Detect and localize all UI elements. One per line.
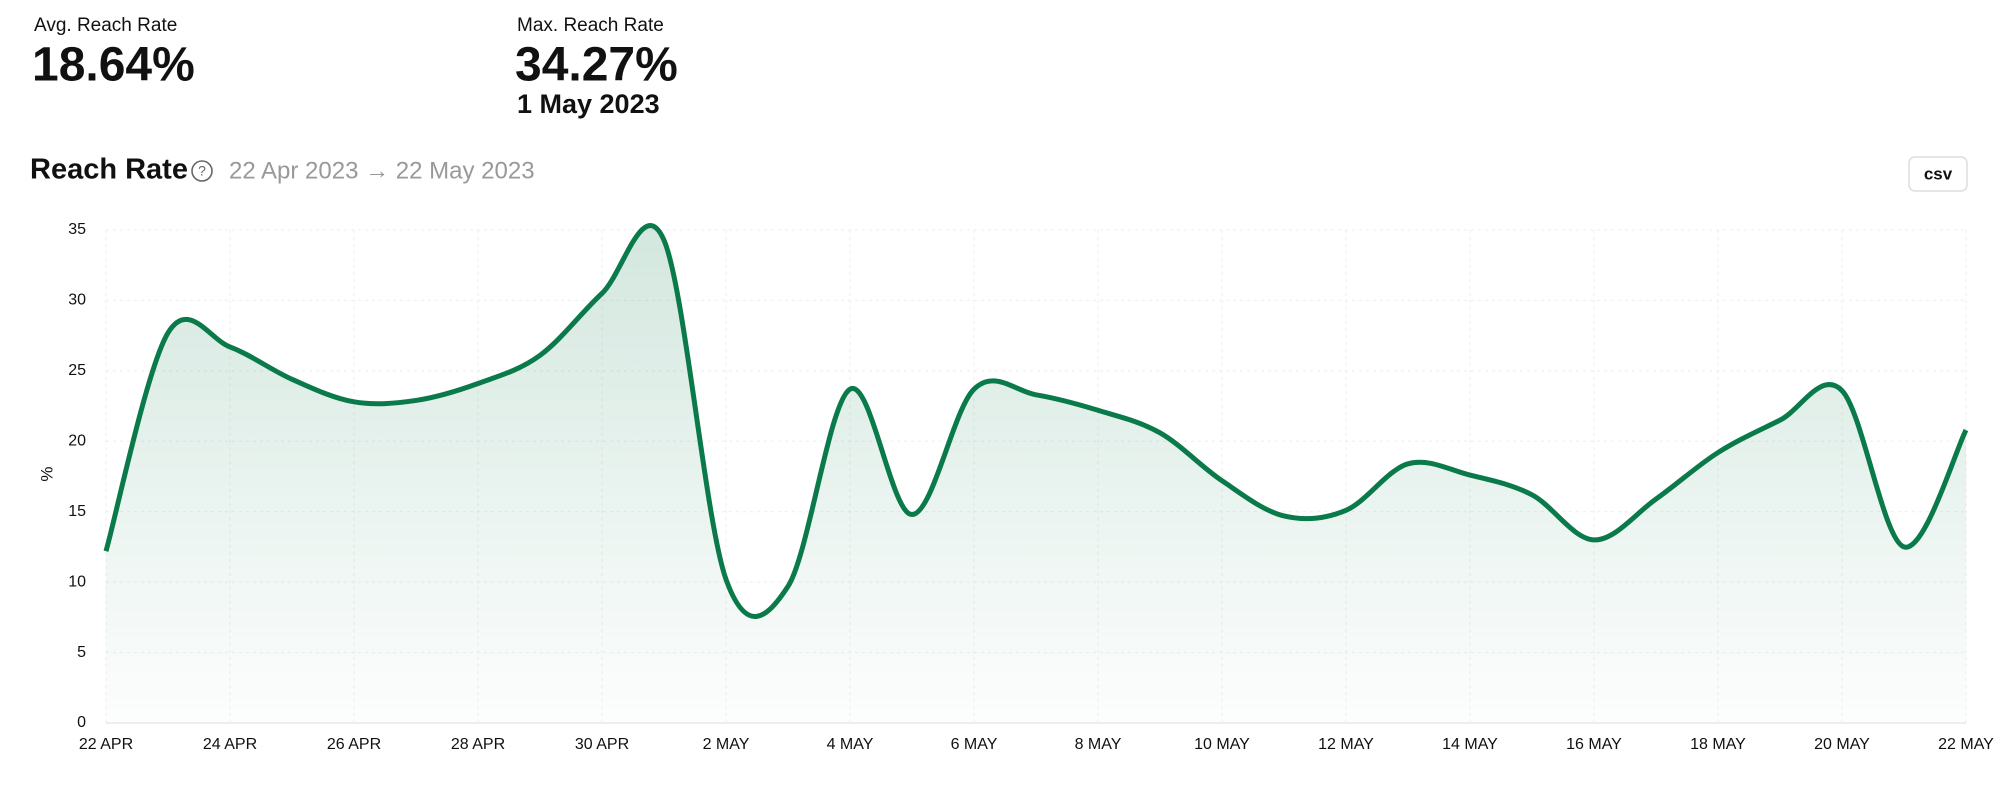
stat-value: 34.27%: [515, 39, 678, 92]
y-tick-label: 15: [68, 503, 86, 520]
x-tick-label: 22 MAY: [1938, 736, 1994, 753]
y-axis-label: %: [37, 466, 56, 481]
x-tick-label: 18 MAY: [1690, 736, 1746, 753]
x-tick-label: 14 MAY: [1442, 736, 1498, 753]
line: [103, 223, 1969, 619]
x-tick-label: 30 APR: [575, 736, 629, 753]
chart-title: Reach Rate: [30, 154, 188, 186]
x-tick-label: 10 MAY: [1194, 736, 1250, 753]
x-tick-label: 8 MAY: [1075, 736, 1122, 753]
x-tick-label: 6 MAY: [951, 736, 998, 753]
x-tick-label: 22 APR: [79, 736, 133, 753]
help-icon[interactable]: [191, 160, 213, 182]
stat-label: Max. Reach Rate: [517, 15, 664, 36]
area-fill: [106, 225, 1966, 723]
y-tick-label: 30: [68, 292, 86, 309]
help-icon-glyph: ?: [198, 163, 206, 179]
stat-value: 18.64%: [32, 39, 195, 92]
stat-date: 1 May 2023: [517, 89, 660, 119]
y-tick-label: 35: [68, 221, 86, 238]
csv-button-label: csv: [1924, 164, 1953, 183]
x-tick-label: 2 MAY: [703, 736, 750, 753]
x-tick-label: 28 APR: [451, 736, 505, 753]
y-tick-label: 5: [77, 644, 86, 661]
x-tick-label: 4 MAY: [827, 736, 874, 753]
csv-button[interactable]: [1908, 156, 1968, 192]
x-tick-label: 20 MAY: [1814, 736, 1870, 753]
y-tick-label: 20: [68, 433, 86, 450]
x-tick-label: 16 MAY: [1566, 736, 1622, 753]
stat-label: Avg. Reach Rate: [34, 15, 177, 36]
y-tick-label: 0: [77, 714, 86, 731]
x-tick-label: 12 MAY: [1318, 736, 1374, 753]
y-tick-label: 25: [68, 362, 86, 379]
date-range: 22 Apr 2023 → 22 May 2023: [229, 157, 535, 184]
x-tick-label: 26 APR: [327, 736, 381, 753]
y-tick-label: 10: [68, 573, 86, 590]
x-tick-label: 24 APR: [203, 736, 257, 753]
